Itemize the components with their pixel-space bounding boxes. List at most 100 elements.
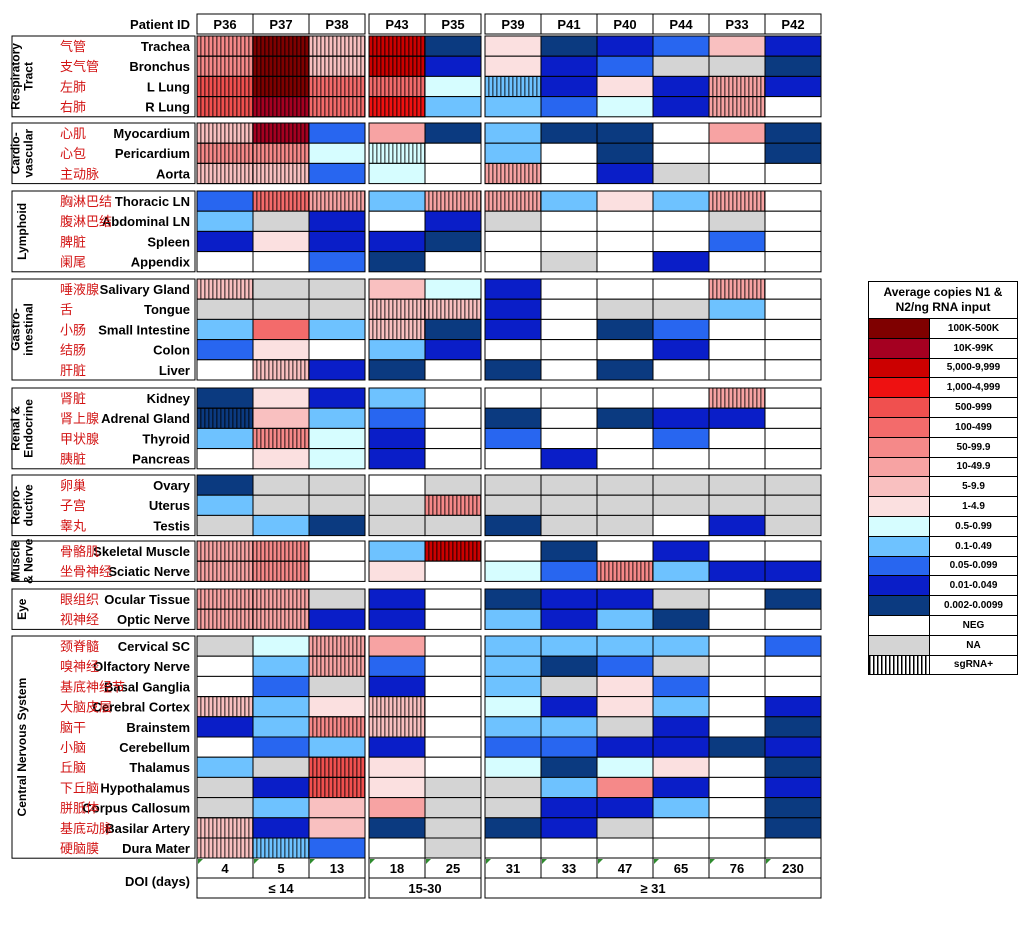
- tissue-cn-label: 睾丸: [60, 518, 86, 534]
- heatmap-cell: [196, 514, 254, 537]
- heatmap-cell: [424, 560, 482, 582]
- sgrna-stripes: [253, 609, 309, 630]
- heatmap-cell: [424, 837, 482, 859]
- doi-value: 25: [446, 861, 460, 876]
- patient-id-label: P40: [613, 17, 636, 32]
- heatmap-cell: [308, 318, 366, 341]
- group-label: Lymphoid: [15, 203, 29, 260]
- heatmap-cell: [196, 736, 254, 758]
- heatmap-cell: [484, 122, 542, 144]
- heatmap-cell: [368, 635, 426, 657]
- tissue-label: Optic Nerve: [117, 612, 190, 627]
- heatmap-cell: [308, 142, 366, 164]
- heatmap-cell: [652, 210, 710, 232]
- patient-id-label: P36: [213, 17, 236, 32]
- heatmap-cell: [708, 817, 766, 839]
- doi-corner-marker: [710, 859, 715, 864]
- group-frame: [11, 474, 196, 537]
- heatmap-cell: [764, 716, 822, 738]
- heatmap-cell: [252, 448, 310, 470]
- legend-label: 0.05-0.099: [949, 560, 998, 572]
- tissue-cn-label: 小肠: [60, 323, 86, 338]
- doi-group-label: 15-30: [408, 881, 441, 896]
- sgrna-stripes: [309, 757, 365, 778]
- heatmap-cell: [540, 514, 598, 537]
- sgrna-stripes: [197, 96, 253, 117]
- doi-corner-marker: [598, 859, 603, 864]
- heatmap-cell: [196, 655, 254, 677]
- heatmap-cell: [652, 560, 710, 582]
- heatmap-cell: [596, 588, 654, 610]
- legend-label: 10K-99K: [953, 342, 994, 354]
- heatmap-cell: [424, 716, 482, 738]
- heatmap-cell: [308, 588, 366, 610]
- heatmap-cell: [708, 318, 766, 341]
- sgrna-stripes: [197, 696, 253, 717]
- patient-id-label: P42: [781, 17, 804, 32]
- heatmap-cell: [652, 494, 710, 516]
- heatmap-cell: [368, 540, 426, 562]
- heatmap-cell: [540, 251, 598, 273]
- sgrna-stripes: [709, 76, 765, 97]
- tissue-label: Olfactory Nerve: [93, 659, 190, 674]
- sgrna-stripes: [197, 123, 253, 144]
- legend-label: NEG: [962, 619, 985, 631]
- heatmap-cell: [596, 75, 654, 98]
- heatmap-cell: [424, 278, 482, 300]
- tissue-label: Cerebellum: [119, 740, 190, 755]
- sgrna-stripes: [369, 696, 425, 717]
- tissue-cn-label: 肾脏: [60, 392, 86, 407]
- heatmap-cell: [652, 407, 710, 429]
- heatmap-cell: [368, 210, 426, 232]
- heatmap-cell: [764, 608, 822, 630]
- doi-value: 33: [562, 861, 576, 876]
- tissue-label: Abdominal LN: [102, 214, 190, 229]
- heatmap-cell: [540, 540, 598, 562]
- heatmap-cell: [596, 494, 654, 516]
- heatmap-cell: [540, 55, 598, 77]
- heatmap-cell: [708, 427, 766, 450]
- legend-label: sgRNA+: [953, 659, 994, 671]
- heatmap-cell: [424, 756, 482, 778]
- heatmap-cell: [308, 339, 366, 361]
- heatmap-cell: [484, 776, 542, 799]
- doi-corner-marker: [766, 859, 771, 864]
- heatmap-cell: [424, 407, 482, 429]
- tissue-cn-label: 唾液腺: [60, 283, 99, 298]
- sgrna-stripes: [197, 56, 253, 77]
- legend-swatch: [869, 497, 930, 516]
- sgrna-stripes: [253, 96, 309, 117]
- heatmap-cell: [424, 655, 482, 677]
- heatmap-cell: [368, 675, 426, 698]
- sgrna-stripes: [425, 541, 481, 562]
- heatmap-cell: [540, 210, 598, 232]
- heatmap-cell: [424, 427, 482, 450]
- heatmap-cell: [484, 96, 542, 118]
- tissue-label: Bronchus: [129, 59, 190, 74]
- heatmap-cell: [196, 339, 254, 361]
- heatmap-cell: [764, 278, 822, 300]
- tissue-cn-label: 左肺: [60, 80, 86, 95]
- heatmap-cell: [540, 635, 598, 657]
- group-label: ductive: [22, 484, 36, 526]
- tissue-cn-label: 支气管: [60, 59, 99, 75]
- heatmap-cell: [368, 427, 426, 450]
- heatmap-cell: [652, 427, 710, 450]
- heatmap-cell: [596, 797, 654, 819]
- heatmap-cell: [484, 797, 542, 819]
- legend-label: 1,000-4,999: [946, 382, 1001, 394]
- sgrna-stripes: [309, 191, 365, 212]
- heatmap-cell: [308, 448, 366, 470]
- heatmap-cell: [596, 655, 654, 677]
- heatmap-cell: [484, 675, 542, 698]
- heatmap-cell: [540, 298, 598, 320]
- heatmap-cell: [540, 817, 598, 839]
- legend-label: 5,000-9,999: [946, 362, 1001, 374]
- heatmap-cell: [652, 278, 710, 300]
- heatmap-cell: [708, 230, 766, 253]
- heatmap-cell: [484, 716, 542, 738]
- heatmap-cell: [252, 278, 310, 300]
- heatmap-cell: [424, 776, 482, 799]
- heatmap-cell: [424, 387, 482, 409]
- sgrna-stripes: [709, 191, 765, 212]
